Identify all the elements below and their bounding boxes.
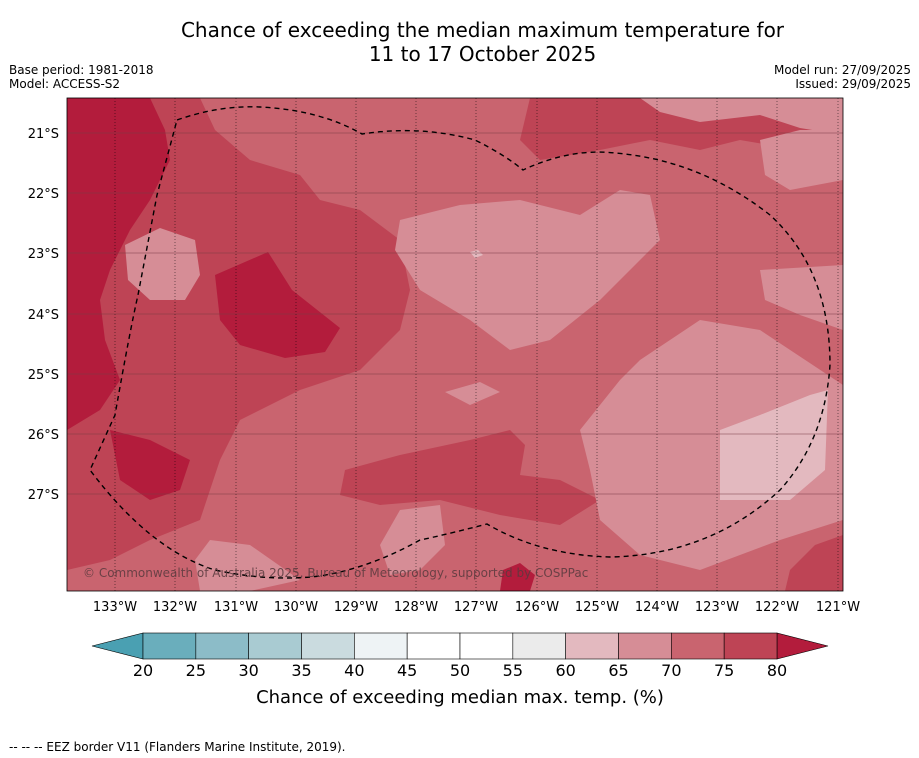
- colorbar-tick-label: 55: [503, 661, 523, 680]
- model-run: Model run: 27/09/2025: [773, 63, 911, 77]
- lon-label: 126°W: [515, 600, 559, 615]
- contour-60-65-south-east: [720, 390, 828, 500]
- lat-label: 27°S: [28, 488, 59, 503]
- contour-65-70-islet: [445, 382, 500, 405]
- colorbar-tick-label: 25: [186, 661, 206, 680]
- contour-75-80-center: [340, 430, 600, 525]
- colorbar-segment: [618, 632, 672, 660]
- title-line-1: Chance of exceeding the median maximum t…: [180, 18, 785, 42]
- colorbar-tick-label: 65: [608, 661, 628, 680]
- contour-over-80-south: [110, 430, 190, 500]
- lon-label: 129°W: [334, 600, 378, 615]
- colorbar-segment: [671, 632, 725, 660]
- map-title: Chance of exceeding the median maximum t…: [0, 18, 919, 66]
- lon-label: 125°W: [575, 600, 619, 615]
- colorbar-segment: [723, 632, 778, 660]
- lon-label: 123°W: [695, 600, 739, 615]
- colorbar-segment: [248, 632, 302, 660]
- colorbar-segment: [406, 632, 461, 660]
- colorbar-segment: [354, 632, 408, 660]
- contour-65-70-north: [640, 98, 843, 135]
- colorbar-segment: [459, 632, 514, 660]
- issued-date: Issued: 29/09/2025: [795, 77, 911, 91]
- contour-75-80-south-east: [785, 535, 843, 591]
- lat-label: 26°S: [28, 428, 59, 443]
- colorbar-tick-label: 75: [714, 661, 734, 680]
- colorbar-tick-label: 30: [238, 661, 258, 680]
- lon-label: 132°W: [153, 600, 197, 615]
- contour-65-70-west-pocket: [125, 228, 200, 300]
- colorbar-segment: [142, 632, 197, 660]
- lon-label: 122°W: [755, 600, 799, 615]
- colorbar-segment: [195, 632, 249, 660]
- colorbar-over-arrow: [776, 632, 829, 660]
- colorbar-segment: [565, 632, 619, 660]
- colorbar-under-arrow: [91, 632, 144, 660]
- lat-label: 24°S: [28, 308, 59, 323]
- colorbar-tick-label: 60: [555, 661, 575, 680]
- colorbar-segment: [512, 632, 566, 660]
- contour-65-70-east: [760, 130, 843, 190]
- model-name: Model: ACCESS-S2: [9, 77, 121, 91]
- lon-label: 124°W: [635, 600, 679, 615]
- eez-border: [89, 106, 831, 579]
- eez-legend-note: -- -- -- EEZ border V11 (Flanders Marine…: [9, 740, 346, 754]
- contour-over-80-inland: [215, 252, 340, 358]
- colorbar-tick-label: 35: [291, 661, 311, 680]
- title-line-2: 11 to 17 October 2025: [368, 42, 597, 66]
- colorbar: 20 25 30 35 40 45 50 55 60 65 70 75 80 Chance of exc…: [91, 632, 829, 708]
- colorbar-label: Chance of exceeding median max. temp. (%…: [256, 687, 664, 708]
- lon-label: 133°W: [93, 600, 137, 615]
- metadata-right: Model run: 27/09/2025 Issued: 29/09/2025: [774, 63, 911, 91]
- lat-label: 23°S: [28, 247, 59, 262]
- map-panel: © Commonwealth of Australia 2025, Bureau…: [67, 98, 843, 591]
- parallel-gridlines: [67, 132, 843, 495]
- colorbar-tick-label: 20: [133, 661, 153, 680]
- contour-over-80-coast: [500, 563, 535, 591]
- colorbar-tick-label: 40: [344, 661, 364, 680]
- lon-label: 128°W: [394, 600, 438, 615]
- lon-label: 130°W: [274, 600, 318, 615]
- longitude-labels: 133°W 132°W 131°W 130°W 129°W 128°W 127°…: [93, 600, 860, 615]
- contour-65-70-center: [395, 190, 660, 350]
- base-period: Base period: 1981-2018: [9, 63, 154, 77]
- lon-label: 131°W: [214, 600, 258, 615]
- colorbar-tick-label: 70: [661, 661, 681, 680]
- metadata-left: Base period: 1981-2018 Model: ACCESS-S2: [9, 63, 154, 91]
- contour-65-70-south: [195, 505, 445, 591]
- lat-label: 22°S: [28, 187, 59, 202]
- meridian-gridlines: [114, 98, 839, 591]
- contour-60-65-center: [470, 250, 483, 258]
- map-frame: [66, 97, 844, 592]
- lat-label: 21°S: [28, 127, 59, 142]
- lon-label: 121°W: [816, 600, 860, 615]
- latitude-labels: 21°S 22°S 23°S 24°S 25°S 26°S 27°S: [28, 127, 59, 503]
- colorbar-tick-label: 50: [450, 661, 470, 680]
- colorbar-tick-label: 45: [397, 661, 417, 680]
- lat-label: 25°S: [28, 368, 59, 383]
- copyright-notice: © Commonwealth of Australia 2025, Bureau…: [83, 566, 588, 580]
- contour-over-80-west: [67, 98, 170, 430]
- colorbar-tick-label: 80: [767, 661, 787, 680]
- colorbar-segment: [301, 632, 355, 660]
- lon-label: 127°W: [454, 600, 498, 615]
